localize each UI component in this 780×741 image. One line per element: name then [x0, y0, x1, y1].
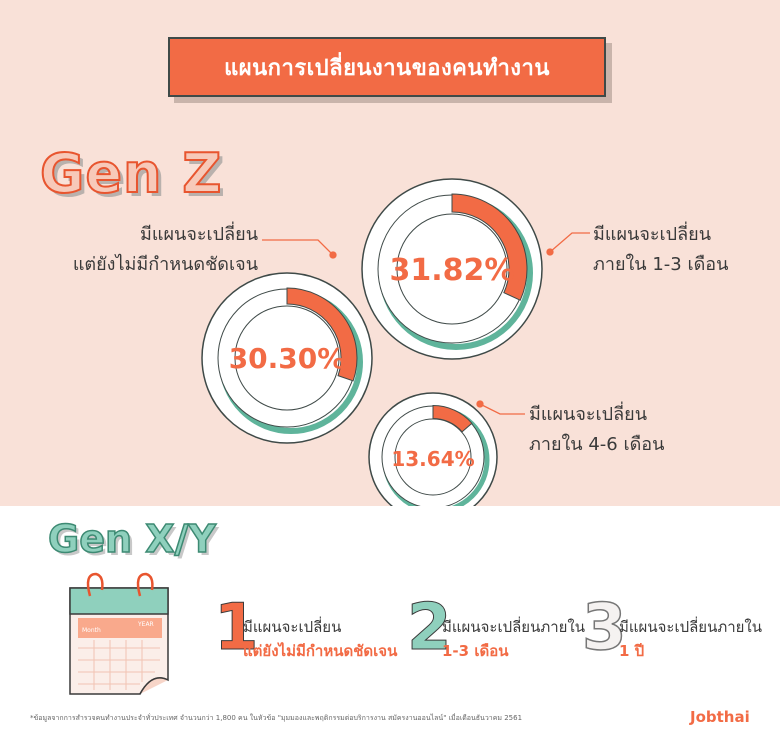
gen-z-heading: Gen Z — [39, 141, 223, 206]
donut-charts: 30.30% 31.82% 13.64% — [201, 178, 590, 506]
callout-donut-3: มีแผนจะเปลี่ยน ภายใน 4-6 เดือน — [529, 400, 664, 460]
donut-2-arc — [451, 193, 528, 301]
donut-3: 13.64% — [368, 392, 498, 506]
page-title: แผนการเปลี่ยนงานของคนทำงาน — [224, 55, 550, 81]
title-banner: แผนการเปลี่ยนงานของคนทำงาน — [168, 37, 606, 97]
donut-1-arc — [286, 287, 358, 382]
callout-2-line1: มีแผนจะเปลี่ยน — [593, 224, 711, 245]
callout-2-line2: ภายใน 1-3 เดือน — [593, 254, 729, 275]
callout-donut-2: มีแผนจะเปลี่ยน ภายใน 1-3 เดือน — [593, 220, 728, 280]
callout-3-line1: มีแผนจะเปลี่ยน — [529, 404, 647, 425]
gen-xy-heading: Gen X/Y — [47, 516, 216, 562]
rank-3-number: 3 — [581, 591, 627, 665]
footnote: *ข้อมูลจากการสำรวจคนทำงานประจำทั่วประเทศ… — [30, 714, 523, 722]
callout-1-line2: แต่ยังไม่มีกำหนดชัดเจน — [72, 254, 258, 275]
calendar-month-label: Month — [82, 627, 101, 634]
rank-3-line1: มีแผนจะเปลี่ยนภายใน — [619, 618, 763, 636]
callout-donut-1: มีแผนจะเปลี่ยน แต่ยังไม่มีกำหนดชัดเจน — [72, 220, 258, 280]
donut-1-value: 30.30% — [229, 342, 346, 375]
donut-2: 31.82% — [361, 178, 543, 360]
rank-1-number: 1 — [214, 591, 260, 665]
callout-1-line1: มีแผนจะเปลี่ยน — [140, 224, 258, 245]
calendar-icon: Month YEAR — [69, 572, 169, 695]
leader-lines — [262, 232, 590, 415]
rank-1-line1: มีแผนจะเปลี่ยน — [243, 618, 342, 636]
rank-2-line1: มีแผนจะเปลี่ยนภายใน — [442, 618, 586, 636]
rank-2-line2: 1-3 เดือน — [442, 642, 509, 660]
donut-3-value: 13.64% — [391, 447, 474, 471]
callout-3-line2: ภายใน 4-6 เดือน — [529, 434, 665, 455]
calendar-year-label: YEAR — [137, 621, 154, 628]
rank-1-line2: แต่ยังไม่มีกำหนดชัดเจน — [243, 642, 398, 660]
brand-logo: Jobthai — [690, 708, 750, 726]
donut-1: 30.30% — [201, 272, 373, 444]
rank-2-number: 2 — [407, 591, 453, 665]
rank-3-line2: 1 ปี — [619, 642, 645, 660]
donut-2-value: 31.82% — [390, 253, 515, 288]
